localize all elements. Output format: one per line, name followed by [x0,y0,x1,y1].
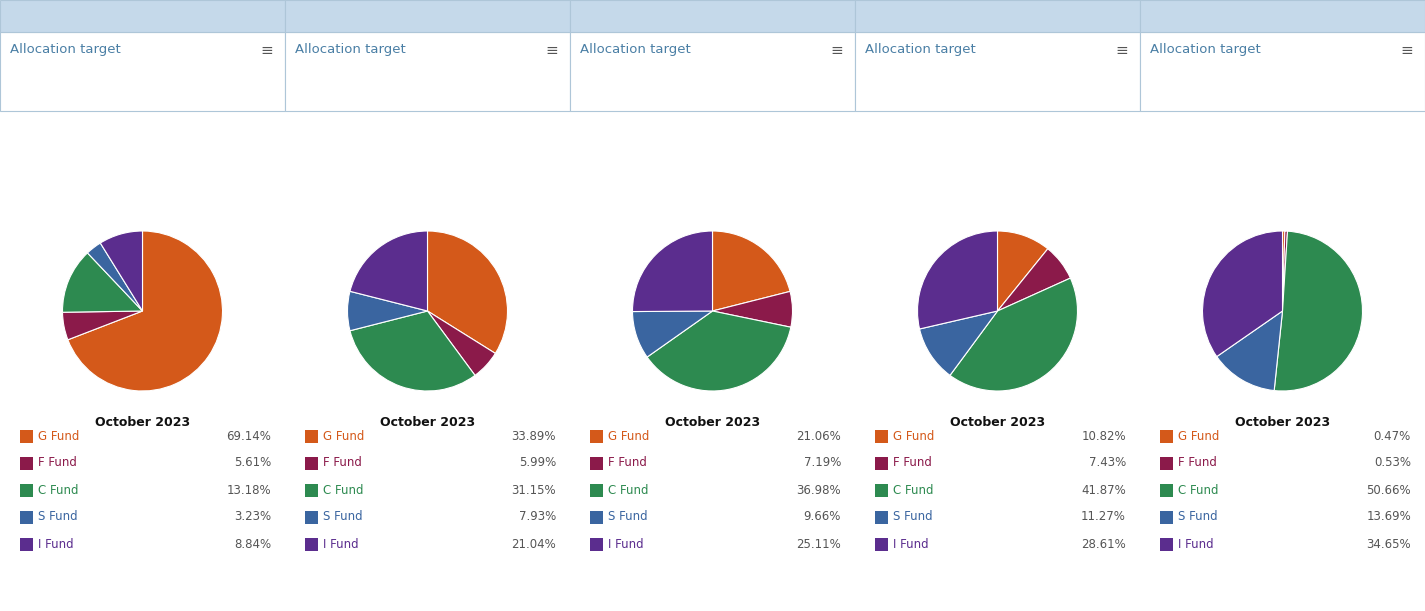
Text: October 2023: October 2023 [380,416,475,429]
Wedge shape [68,231,222,391]
Wedge shape [63,311,142,340]
Wedge shape [63,253,142,312]
Text: Allocation target: Allocation target [580,43,691,56]
Text: October 2023: October 2023 [1235,416,1330,429]
Text: 7.43%: 7.43% [1089,456,1126,469]
Wedge shape [647,311,791,391]
Text: 36.98%: 36.98% [797,483,841,497]
Text: 3.23%: 3.23% [234,511,271,524]
Text: 50.66%: 50.66% [1367,483,1411,497]
Wedge shape [918,231,998,329]
Text: F Fund: F Fund [893,456,932,469]
Text: S Fund: S Fund [323,511,362,524]
Text: L 2050: L 2050 [963,7,1032,25]
Wedge shape [100,231,142,311]
Text: L Income: L Income [97,7,188,25]
Wedge shape [1282,231,1288,311]
Wedge shape [997,231,1047,311]
Text: G Fund: G Fund [38,430,80,442]
Text: 0.53%: 0.53% [1374,456,1411,469]
Text: C Fund: C Fund [893,483,933,497]
Text: 13.69%: 13.69% [1367,511,1411,524]
Wedge shape [1203,231,1282,357]
Text: S Fund: S Fund [1178,511,1217,524]
Text: 21.06%: 21.06% [797,430,841,442]
Wedge shape [351,231,428,311]
Text: F Fund: F Fund [323,456,362,469]
Wedge shape [351,311,475,391]
Wedge shape [1282,231,1285,311]
Text: C Fund: C Fund [38,483,78,497]
Wedge shape [633,311,712,357]
Text: I Fund: I Fund [1178,538,1214,551]
Text: F Fund: F Fund [608,456,647,469]
Wedge shape [1217,311,1282,390]
Text: G Fund: G Fund [893,430,935,442]
Text: C Fund: C Fund [323,483,363,497]
Wedge shape [919,311,997,375]
Text: G Fund: G Fund [608,430,650,442]
Text: S Fund: S Fund [893,511,932,524]
Text: C Fund: C Fund [1178,483,1218,497]
Text: 13.18%: 13.18% [227,483,271,497]
Text: October 2023: October 2023 [950,416,1045,429]
Text: 9.66%: 9.66% [804,511,841,524]
Text: 10.82%: 10.82% [1082,430,1126,442]
Text: 41.87%: 41.87% [1082,483,1126,497]
Text: I Fund: I Fund [608,538,644,551]
Wedge shape [712,231,789,311]
Text: S Fund: S Fund [38,511,77,524]
Text: Allocation target: Allocation target [1150,43,1261,56]
Text: I Fund: I Fund [893,538,929,551]
Text: October 2023: October 2023 [95,416,190,429]
Text: 25.11%: 25.11% [797,538,841,551]
Text: Aggressive (stock heavy): Aggressive (stock heavy) [1144,12,1354,30]
Wedge shape [87,243,142,311]
Text: 11.27%: 11.27% [1082,511,1126,524]
Text: I Fund: I Fund [38,538,74,551]
Text: 28.61%: 28.61% [1082,538,1126,551]
Text: G Fund: G Fund [323,430,365,442]
Text: 7.19%: 7.19% [804,456,841,469]
Text: F Fund: F Fund [1178,456,1217,469]
Wedge shape [428,311,496,375]
Text: 7.93%: 7.93% [519,511,556,524]
Text: L 2030: L 2030 [393,7,462,25]
Text: ≡: ≡ [1116,43,1129,57]
Text: L 2060: L 2060 [1248,7,1317,25]
Text: 5.99%: 5.99% [519,456,556,469]
Wedge shape [348,291,428,331]
Wedge shape [1274,231,1362,391]
Wedge shape [950,278,1077,391]
Text: C Fund: C Fund [608,483,648,497]
Wedge shape [997,249,1070,311]
Wedge shape [633,231,712,312]
Text: Allocation target: Allocation target [865,43,976,56]
Text: 21.04%: 21.04% [512,538,556,551]
Text: ≡: ≡ [546,43,559,57]
Text: Conservative (cash and bond heavy): Conservative (cash and bond heavy) [71,12,376,30]
Wedge shape [428,231,507,353]
Text: ≡: ≡ [261,43,274,57]
Text: 8.84%: 8.84% [234,538,271,551]
Text: G Fund: G Fund [1178,430,1220,442]
Text: 0.47%: 0.47% [1374,430,1411,442]
Text: 33.89%: 33.89% [512,430,556,442]
Wedge shape [712,291,792,327]
Text: 5.61%: 5.61% [234,456,271,469]
Text: L 2040: L 2040 [678,7,747,25]
Text: 34.65%: 34.65% [1367,538,1411,551]
Text: ≡: ≡ [1401,43,1414,57]
Text: I Fund: I Fund [323,538,359,551]
Text: ≡: ≡ [831,43,844,57]
Text: F Fund: F Fund [38,456,77,469]
Text: October 2023: October 2023 [665,416,760,429]
Text: S Fund: S Fund [608,511,647,524]
Text: 31.15%: 31.15% [512,483,556,497]
Text: Allocation target: Allocation target [295,43,406,56]
Text: 69.14%: 69.14% [227,430,271,442]
Text: Allocation target: Allocation target [10,43,121,56]
